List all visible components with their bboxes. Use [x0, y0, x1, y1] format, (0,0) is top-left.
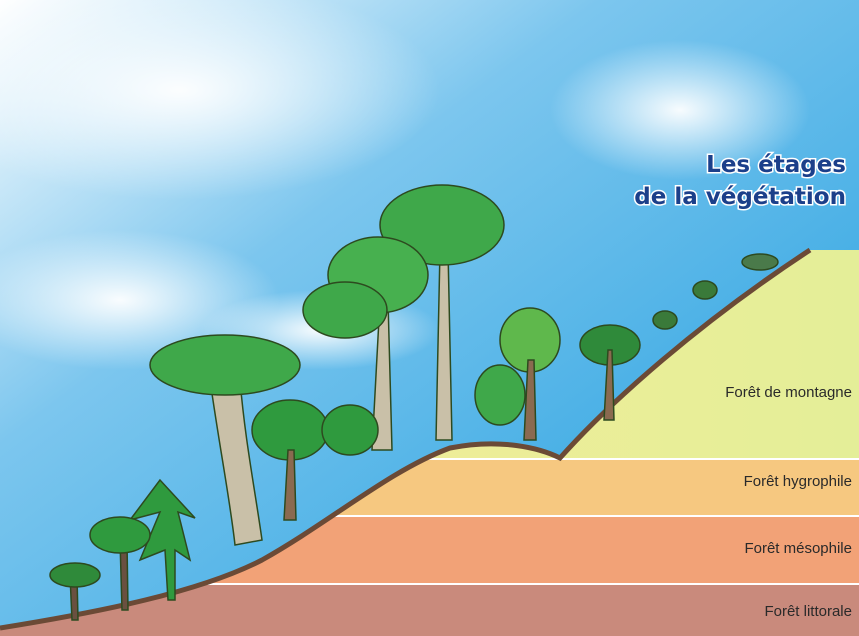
zone-label: Forêt de montagne	[725, 384, 852, 401]
zone-label: Forêt mésophile	[744, 540, 852, 557]
zone-label: Forêt hygrophile	[744, 473, 852, 490]
title-line-1: Les étages	[706, 152, 846, 178]
zone-label: Forêt littorale	[764, 603, 852, 620]
title-line-2: de la végétation	[634, 184, 846, 210]
illustration: Les étages de la végétation Forêt de mon…	[0, 0, 859, 636]
